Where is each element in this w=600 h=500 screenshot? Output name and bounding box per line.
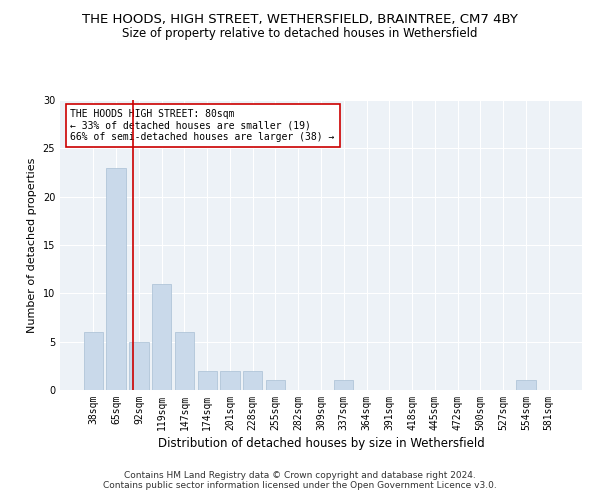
X-axis label: Distribution of detached houses by size in Wethersfield: Distribution of detached houses by size … (158, 437, 484, 450)
Bar (175, 332, 194, 390)
Text: THE HOODS HIGH STREET: 80sqm
← 33% of detached houses are smaller (19)
66% of se: THE HOODS HIGH STREET: 80sqm ← 33% of de… (70, 108, 335, 142)
Bar (243, 370, 262, 390)
Bar (334, 380, 353, 390)
Bar (84, 332, 103, 390)
Bar (106, 168, 126, 390)
Bar (197, 370, 217, 390)
Text: Size of property relative to detached houses in Wethersfield: Size of property relative to detached ho… (122, 28, 478, 40)
Bar (516, 380, 536, 390)
Text: Contains HM Land Registry data © Crown copyright and database right 2024.
Contai: Contains HM Land Registry data © Crown c… (103, 470, 497, 490)
Bar (220, 370, 239, 390)
Bar (129, 342, 149, 390)
Bar (152, 284, 172, 390)
Bar (266, 380, 285, 390)
Text: THE HOODS, HIGH STREET, WETHERSFIELD, BRAINTREE, CM7 4BY: THE HOODS, HIGH STREET, WETHERSFIELD, BR… (82, 12, 518, 26)
Y-axis label: Number of detached properties: Number of detached properties (27, 158, 37, 332)
